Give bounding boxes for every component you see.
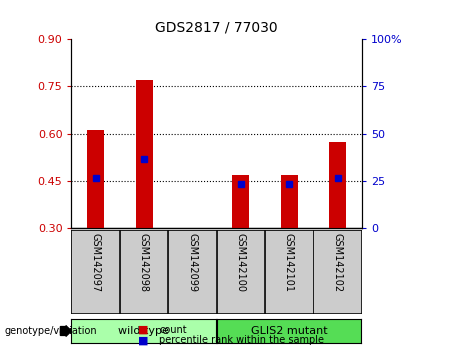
Bar [281, 175, 298, 228]
Text: GSM142101: GSM142101 [284, 233, 294, 292]
Text: GSM142098: GSM142098 [139, 233, 148, 292]
Text: ■: ■ [138, 325, 149, 335]
Text: GSM142102: GSM142102 [332, 233, 342, 292]
Text: GSM142100: GSM142100 [236, 233, 245, 292]
Text: count: count [159, 325, 187, 335]
Text: GSM142097: GSM142097 [90, 233, 100, 292]
Text: genotype/variation: genotype/variation [5, 326, 97, 336]
Bar [329, 142, 346, 228]
Text: GSM142099: GSM142099 [187, 233, 197, 292]
Text: wild type: wild type [118, 326, 169, 336]
Text: percentile rank within the sample: percentile rank within the sample [159, 335, 324, 345]
Text: GLIS2 mutant: GLIS2 mutant [250, 326, 327, 336]
Bar [232, 175, 249, 228]
Bar [87, 131, 104, 228]
Title: GDS2817 / 77030: GDS2817 / 77030 [155, 21, 278, 35]
Text: ■: ■ [138, 335, 149, 345]
Bar [136, 80, 153, 228]
